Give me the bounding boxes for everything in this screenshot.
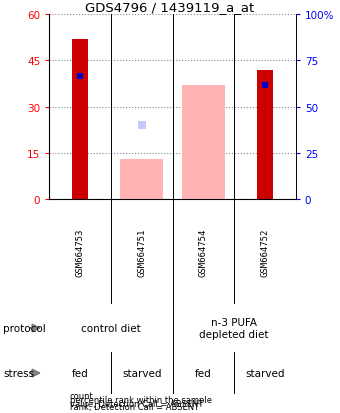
Text: fed: fed [195,368,212,378]
Text: percentile rank within the sample: percentile rank within the sample [70,395,212,404]
Text: GSM664752: GSM664752 [260,228,270,276]
Text: stress: stress [3,368,35,378]
Text: starved: starved [122,368,162,378]
Text: fed: fed [72,368,88,378]
Text: control diet: control diet [81,323,141,333]
Text: count: count [70,391,94,400]
Text: starved: starved [245,368,285,378]
Text: protocol: protocol [3,323,46,333]
Text: GDS4796 / 1439119_a_at: GDS4796 / 1439119_a_at [85,1,255,14]
Bar [182,86,225,199]
Text: rank, Detection Call = ABSENT: rank, Detection Call = ABSENT [70,402,199,411]
Text: value, Detection Call = ABSENT: value, Detection Call = ABSENT [70,399,203,408]
Text: GSM664751: GSM664751 [137,228,146,276]
Text: n-3 PUFA
depleted diet: n-3 PUFA depleted diet [200,318,269,339]
Bar [120,159,163,199]
Bar [72,40,88,199]
Text: GSM664754: GSM664754 [199,228,208,276]
Text: GSM664753: GSM664753 [75,228,85,276]
Bar [257,70,273,199]
